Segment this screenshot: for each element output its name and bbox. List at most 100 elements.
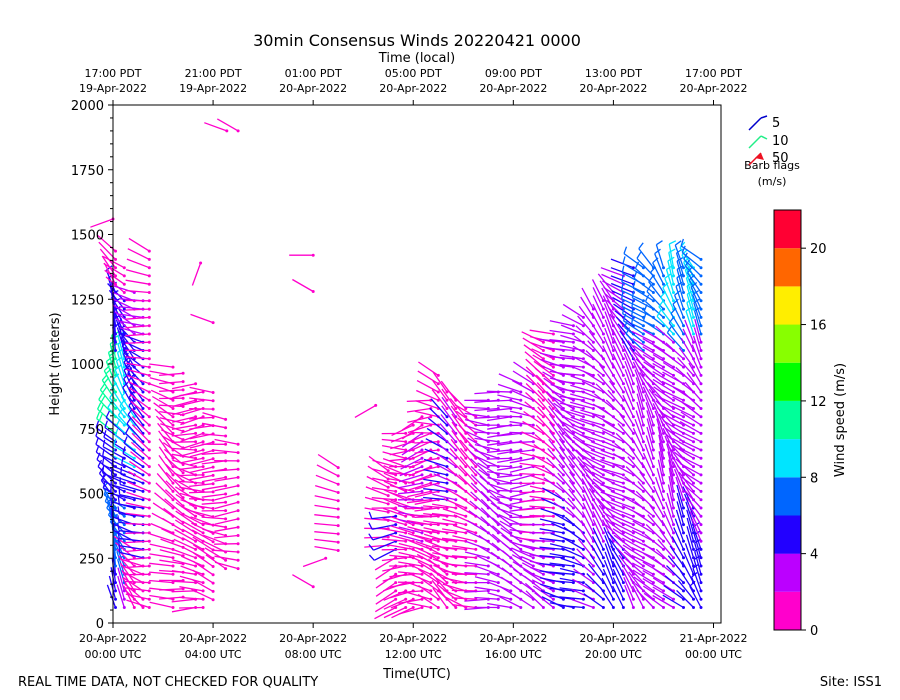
wind-barb bbox=[592, 511, 605, 535]
colorbar-bin bbox=[774, 400, 801, 440]
wind-barb bbox=[691, 571, 703, 601]
barb-shaft bbox=[439, 423, 457, 443]
wind-barb bbox=[179, 448, 205, 457]
barb-shaft bbox=[600, 498, 624, 509]
wind-barb bbox=[599, 587, 615, 609]
barb-feather bbox=[631, 308, 634, 316]
barb-shaft bbox=[131, 416, 150, 434]
barb-shaft bbox=[654, 393, 674, 410]
barb-shaft bbox=[381, 538, 406, 542]
wind-barb bbox=[608, 380, 625, 402]
barb-dot bbox=[581, 606, 585, 609]
barb-shaft bbox=[153, 402, 174, 418]
barb-dot bbox=[201, 448, 205, 452]
barb-shaft bbox=[529, 495, 554, 501]
barb-shaft bbox=[189, 491, 214, 494]
barb-shaft bbox=[602, 519, 614, 542]
barb-shaft bbox=[191, 588, 214, 601]
barb-dot bbox=[114, 581, 117, 585]
barb-shaft bbox=[390, 491, 414, 501]
barb-dot bbox=[201, 597, 205, 601]
barb-dot bbox=[236, 492, 240, 496]
barb-shaft bbox=[630, 578, 644, 600]
barb-shaft bbox=[125, 512, 150, 517]
barb-dot bbox=[662, 498, 665, 502]
wind-barb bbox=[639, 471, 655, 493]
wind-barb bbox=[623, 551, 645, 568]
wind-barb bbox=[496, 423, 523, 427]
barb-feather bbox=[631, 290, 635, 298]
barb-shaft bbox=[126, 491, 150, 501]
wind-barb bbox=[314, 495, 340, 503]
barb-shaft bbox=[533, 443, 554, 459]
barb-shaft bbox=[580, 409, 604, 418]
barb-shaft bbox=[509, 431, 534, 435]
barb-shaft bbox=[686, 272, 702, 293]
wind-barb bbox=[125, 580, 151, 585]
barb-feather bbox=[368, 511, 373, 519]
barb-shaft bbox=[580, 400, 604, 410]
wind-barb bbox=[509, 448, 535, 454]
barb-dot bbox=[420, 465, 424, 469]
barb-shaft bbox=[414, 465, 439, 473]
wind-barb bbox=[658, 434, 665, 460]
barb-dot bbox=[211, 490, 215, 494]
wind-barb bbox=[525, 392, 545, 410]
barb-dot bbox=[621, 365, 625, 369]
barb-dot bbox=[114, 257, 117, 261]
barb-shaft bbox=[315, 484, 339, 494]
barb-shaft bbox=[201, 433, 226, 437]
barb-shaft bbox=[612, 528, 634, 542]
barb-shaft bbox=[181, 537, 204, 550]
barb-shaft bbox=[126, 258, 150, 269]
barb-shaft bbox=[407, 482, 431, 491]
wind-barb bbox=[657, 426, 665, 452]
wind-barb bbox=[604, 319, 615, 344]
barb-shaft bbox=[214, 534, 239, 539]
wind-barbs bbox=[90, 118, 703, 620]
barb-dot bbox=[682, 332, 685, 336]
barb-feather bbox=[631, 299, 634, 307]
wind-barb bbox=[592, 303, 605, 328]
barb-dot bbox=[171, 415, 175, 419]
wind-barb bbox=[509, 465, 535, 473]
barb-shaft bbox=[464, 412, 489, 418]
barb-shaft bbox=[496, 424, 521, 427]
barb-feather bbox=[622, 256, 626, 264]
barb-shaft bbox=[685, 277, 695, 301]
barb-shaft bbox=[159, 380, 184, 385]
barb-dot bbox=[454, 506, 458, 510]
barb-shaft bbox=[573, 568, 594, 584]
barb-shaft bbox=[679, 421, 702, 434]
wind-barb bbox=[106, 584, 117, 609]
barb-shaft bbox=[679, 462, 702, 476]
barb-dot bbox=[551, 448, 555, 452]
barb-dot bbox=[561, 465, 565, 469]
wind-barb bbox=[193, 552, 215, 568]
barb-dot bbox=[147, 597, 151, 601]
barb-shaft bbox=[204, 547, 226, 561]
wind-barb bbox=[154, 408, 175, 427]
barb-dot bbox=[641, 340, 645, 344]
barb-dot bbox=[147, 564, 151, 568]
barb-dot bbox=[621, 357, 625, 361]
barb-shaft bbox=[426, 427, 448, 443]
barb-dot bbox=[181, 380, 185, 384]
barb-shaft bbox=[607, 389, 624, 409]
wind-barb bbox=[414, 522, 440, 527]
wind-barb bbox=[590, 321, 605, 344]
wind-barb bbox=[125, 307, 151, 311]
barb-shaft bbox=[631, 554, 654, 567]
barb-dot bbox=[474, 489, 478, 493]
barb-shaft bbox=[570, 384, 594, 393]
barb-shaft bbox=[642, 585, 664, 600]
barb-dot bbox=[611, 440, 615, 444]
barb-shaft bbox=[414, 441, 439, 444]
barb-feather bbox=[104, 494, 109, 502]
wind-barb bbox=[214, 438, 240, 446]
barb-dot bbox=[621, 489, 625, 493]
wind-barb bbox=[622, 394, 635, 419]
barb-shaft bbox=[639, 471, 654, 492]
barb-shaft bbox=[423, 512, 448, 517]
barb-dot bbox=[541, 398, 545, 402]
